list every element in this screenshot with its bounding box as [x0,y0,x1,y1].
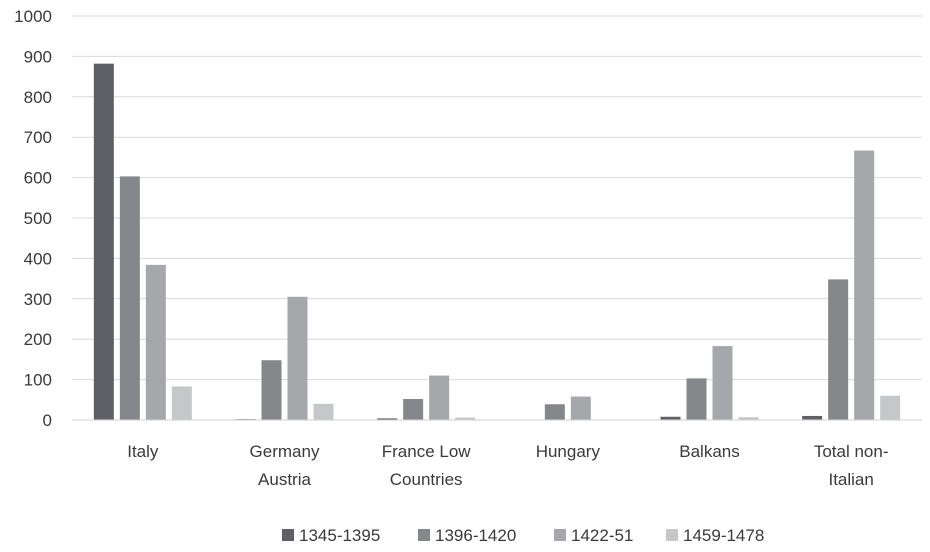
legend-swatch [418,529,430,541]
bar-1422-51-2 [429,375,450,420]
legend-swatch [666,529,678,541]
bar-1422-51-1 [287,296,308,420]
bar-1459-1478-5 [880,395,901,420]
bar-1459-1478-2 [455,417,476,420]
bar-1396-1420-3 [544,404,565,420]
bar-1345-1395-2 [377,418,398,420]
y-axis-ticks: 0 100 200 300 400 500 600 700 800 900 1000 [14,7,52,430]
x-category-label: Italy [127,442,159,461]
x-category-label: Total non- [814,442,889,461]
legend-label: 1345-1395 [299,526,380,545]
y-tick-label: 700 [24,128,52,147]
bar-1459-1478-0 [171,386,192,420]
x-category-label: Austria [258,470,311,489]
y-tick-label: 100 [24,371,52,390]
y-tick-label: 900 [24,47,52,66]
y-tick-label: 600 [24,169,52,188]
bar-1396-1420-1 [261,360,282,420]
bar-1396-1420-2 [403,398,424,420]
x-category-label: Hungary [536,442,601,461]
y-tick-label: 500 [24,209,52,228]
bar-1459-1478-1 [313,403,334,420]
legend-swatch [282,529,294,541]
legend-label: 1396-1420 [435,526,516,545]
bar-1345-1395-4 [660,416,681,420]
x-category-label: Balkans [679,442,739,461]
bar-1345-1395-0 [93,63,114,421]
legend-label: 1459-1478 [683,526,764,545]
bar-1459-1478-4 [738,417,759,420]
x-category-label: Italian [828,470,873,489]
legend: 1345-1395 1396-1420 1422-51 1459-1478 [282,526,764,545]
legend-swatch [554,529,566,541]
y-tick-label: 800 [24,88,52,107]
y-tick-label: 0 [43,411,52,430]
bar-1345-1395-5 [802,415,823,420]
bar-1422-51-4 [712,346,733,420]
y-tick-label: 1000 [14,7,52,26]
bar-1422-51-3 [570,396,591,420]
y-tick-label: 200 [24,330,52,349]
x-category-label: Countries [390,470,463,489]
bar-1396-1420-5 [828,279,849,420]
bar-1422-51-5 [854,150,875,421]
bar-1396-1420-4 [686,378,707,420]
x-category-label: Germany [250,442,320,461]
category-labels: Italy Germany Austria France Low Countries Hu… [127,442,888,489]
bar-1396-1420-0 [119,176,140,420]
legend-label: 1422-51 [571,526,633,545]
y-tick-label: 400 [24,249,52,268]
bar-1422-51-0 [145,264,166,420]
bars [93,63,901,421]
gridlines [72,15,922,381]
x-category-label: France Low [382,442,472,461]
y-tick-label: 300 [24,290,52,309]
